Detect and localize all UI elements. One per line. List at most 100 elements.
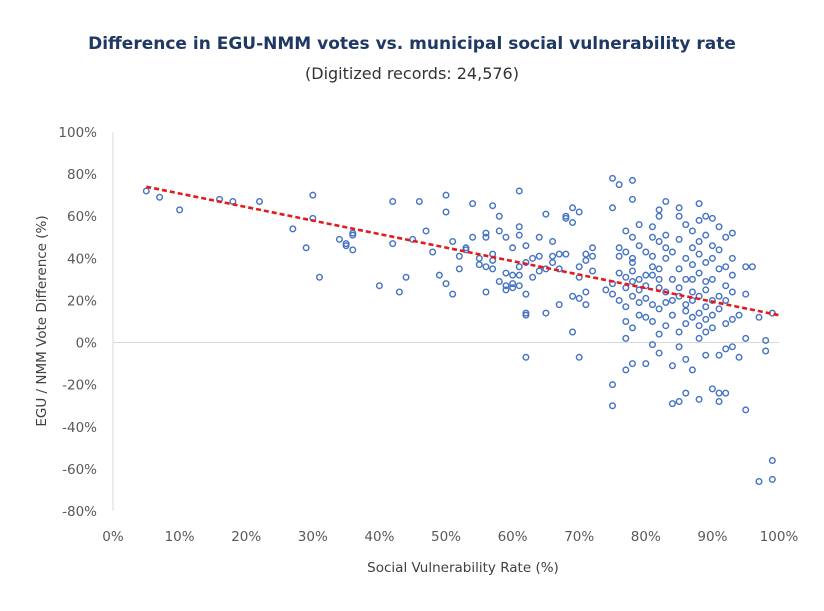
data-point xyxy=(628,324,636,332)
data-point xyxy=(762,347,770,355)
data-point xyxy=(668,296,676,304)
data-point xyxy=(702,351,710,359)
data-point xyxy=(668,311,676,319)
x-axis-label: Social Vulnerability Rate (%) xyxy=(367,560,559,576)
chart-title: Difference in EGU-NMM votes vs. municipa… xyxy=(88,34,736,54)
data-point xyxy=(515,223,523,231)
data-point xyxy=(728,229,736,237)
data-point xyxy=(675,265,683,273)
data-point xyxy=(628,233,636,241)
data-point xyxy=(375,282,383,290)
data-point xyxy=(389,240,397,248)
data-point xyxy=(622,284,630,292)
data-point xyxy=(655,206,663,214)
data-point xyxy=(628,292,636,300)
data-point xyxy=(682,320,690,328)
data-point xyxy=(522,311,530,319)
data-point xyxy=(628,360,636,368)
data-point xyxy=(708,296,716,304)
data-point xyxy=(628,267,636,275)
data-point xyxy=(648,233,656,241)
data-point xyxy=(728,288,736,296)
data-point xyxy=(715,223,723,231)
data-point xyxy=(615,252,623,260)
data-point xyxy=(256,197,264,205)
data-point xyxy=(429,248,437,256)
data-point xyxy=(642,248,650,256)
data-point xyxy=(682,389,690,397)
data-point xyxy=(702,259,710,267)
data-point xyxy=(688,366,696,374)
data-point xyxy=(688,313,696,321)
x-tick-label: 90% xyxy=(697,529,727,545)
data-point xyxy=(722,263,730,271)
data-point xyxy=(482,229,490,237)
data-point xyxy=(622,303,630,311)
y-axis-label: EGU / NMM Vote Difference (%) xyxy=(34,215,50,426)
data-point xyxy=(642,271,650,279)
data-point xyxy=(728,315,736,323)
data-point xyxy=(475,261,483,269)
data-point xyxy=(349,231,357,239)
data-point xyxy=(489,202,497,210)
data-point xyxy=(668,275,676,283)
data-point xyxy=(489,265,497,273)
data-point xyxy=(515,231,523,239)
data-point xyxy=(302,244,310,252)
data-point xyxy=(522,353,530,361)
data-point xyxy=(515,187,523,195)
data-point xyxy=(449,290,457,298)
data-point xyxy=(549,252,557,260)
data-point xyxy=(688,275,696,283)
data-point xyxy=(515,263,523,271)
data-point xyxy=(589,267,597,275)
data-point xyxy=(575,263,583,271)
data-point xyxy=(662,254,670,262)
data-point xyxy=(562,212,570,220)
data-point xyxy=(349,246,357,254)
data-point xyxy=(509,271,517,279)
data-point xyxy=(482,288,490,296)
data-point xyxy=(655,330,663,338)
data-point xyxy=(515,282,523,290)
data-point xyxy=(435,271,443,279)
data-point xyxy=(662,244,670,252)
x-tick-label: 40% xyxy=(364,529,394,545)
data-point xyxy=(555,250,563,258)
data-point xyxy=(502,286,510,294)
data-point xyxy=(728,271,736,279)
data-point xyxy=(655,349,663,357)
data-point xyxy=(482,233,490,241)
data-point xyxy=(715,305,723,313)
data-point xyxy=(675,204,683,212)
data-point xyxy=(462,244,470,252)
data-point xyxy=(702,231,710,239)
data-point xyxy=(509,284,517,292)
data-point xyxy=(655,265,663,273)
data-point xyxy=(628,277,636,285)
data-point xyxy=(668,362,676,370)
chart-subtitle: (Digitized records: 24,576) xyxy=(305,64,519,83)
data-point xyxy=(748,263,756,271)
trendline xyxy=(146,185,780,317)
data-point xyxy=(695,200,703,208)
data-point xyxy=(622,318,630,326)
data-point xyxy=(609,402,617,410)
data-point xyxy=(622,227,630,235)
data-point xyxy=(469,200,477,208)
data-point xyxy=(735,353,743,361)
data-point xyxy=(529,273,537,281)
data-point xyxy=(722,296,730,304)
data-point xyxy=(535,267,543,275)
x-tick-label: 60% xyxy=(498,529,528,545)
x-tick-label: 50% xyxy=(431,529,461,545)
data-point xyxy=(648,223,656,231)
y-tick-label: 20% xyxy=(67,293,97,309)
data-point xyxy=(609,381,617,389)
data-point xyxy=(635,275,643,283)
data-point xyxy=(662,322,670,330)
data-point xyxy=(695,322,703,330)
y-tick-label: 60% xyxy=(67,209,97,225)
data-point xyxy=(515,271,523,279)
data-point xyxy=(582,288,590,296)
